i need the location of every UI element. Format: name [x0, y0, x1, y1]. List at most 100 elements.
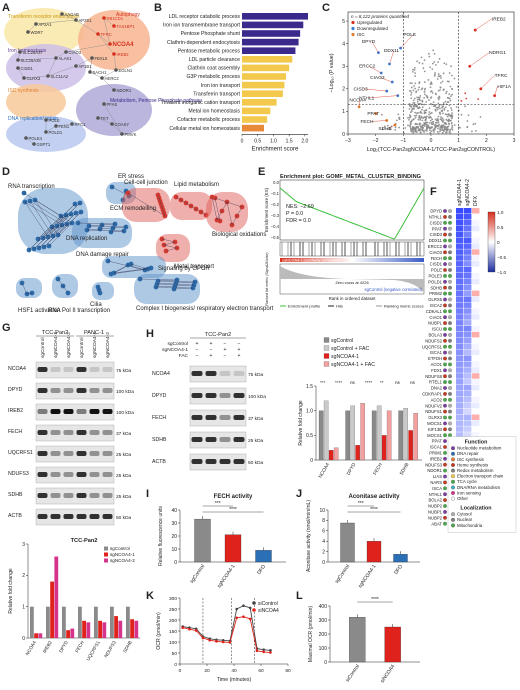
protein-point: [416, 126, 419, 129]
protein-point: [425, 109, 427, 112]
protein-point: [433, 53, 436, 55]
localization-dot: [448, 391, 452, 396]
significance-mark: ****: [370, 507, 378, 513]
function-dot: [443, 332, 447, 337]
protein-point: [419, 95, 422, 97]
heatmap-cell: [464, 255, 472, 261]
blot-band: [63, 514, 74, 519]
y-axis-title: Relative fold change: [8, 568, 14, 614]
color-scale: [487, 211, 496, 273]
function-dot: [443, 374, 447, 379]
enrichment-bar: [242, 116, 268, 123]
protein-point: [471, 130, 473, 133]
protein-point: [415, 130, 417, 132]
blot-strip: [35, 487, 115, 505]
legend-swatch: [104, 546, 108, 551]
gene-label: AP2A1: [39, 22, 53, 27]
blot-band: [233, 415, 245, 420]
localization-dot: [448, 215, 452, 219]
protein-point: [410, 106, 413, 108]
protein-point: [414, 72, 417, 75]
protein-point: [450, 127, 453, 130]
localization-dot: [448, 321, 452, 326]
protein-point: [440, 118, 443, 121]
function-dot: [443, 327, 447, 331]
y-tick-label: 1.0: [306, 408, 313, 414]
module-label: ER stress: [118, 174, 144, 180]
protein-point: [437, 106, 440, 109]
protein-point: [413, 102, 416, 104]
protein-label: PPAT: [367, 111, 379, 117]
blot-band: [37, 367, 48, 372]
protein-point: [410, 130, 413, 132]
x-tick-label: 0: [241, 138, 244, 144]
protein-point: [421, 129, 424, 132]
legend-entry: Enrichment profile: [288, 304, 321, 309]
protein-point: [427, 79, 430, 81]
panel-label-e: E: [258, 166, 266, 178]
protein-label: DPYD: [8, 387, 23, 393]
heatmap-cell: [456, 414, 464, 420]
heatmap-cell: [472, 208, 480, 214]
gene-node: [44, 130, 48, 134]
gene-node: [108, 42, 112, 46]
module-label: DNA replication: [66, 236, 107, 242]
protein-point: [442, 105, 444, 108]
module-edge: [33, 213, 72, 250]
localization-swatch: [451, 512, 455, 517]
heatmap-gene-label: NDUFS3: [425, 462, 442, 467]
protein-point: [418, 61, 421, 64]
protein-point: [440, 77, 442, 79]
heatmap-cell: [464, 408, 472, 415]
gene-node: [114, 68, 118, 72]
module-edge: [156, 282, 177, 285]
heatmap-cell: [464, 337, 472, 344]
function-dot: [443, 439, 447, 444]
heatmap-gene-label: NTHL1: [429, 492, 443, 497]
condition-sign: +: [210, 353, 213, 359]
y-tick-label: 4: [322, 539, 325, 545]
labeled-protein: [390, 80, 394, 84]
localization-dot: [448, 409, 452, 414]
localization-dot: [448, 291, 452, 296]
protein-point: [411, 70, 414, 73]
blot-band: [233, 371, 245, 376]
category-label: siControl: [345, 664, 361, 684]
condition-sign: −: [196, 353, 199, 359]
blot-band: [219, 393, 231, 398]
protein-point: [447, 101, 450, 103]
protein-label: SDHB: [152, 437, 167, 443]
bar: [403, 408, 409, 461]
function-legend-entry: Iron sensing: [457, 490, 481, 495]
bar: [110, 606, 114, 638]
module-label: Cell-cell junction: [124, 180, 168, 186]
ocr-point: [228, 641, 232, 644]
es-tick: −0.2: [271, 202, 280, 207]
function-dot: [443, 515, 447, 520]
protein-label: SDHB: [378, 126, 391, 132]
heatmap-cell: [464, 249, 472, 255]
protein-point: [424, 129, 426, 132]
bar: [194, 518, 211, 563]
localization-dot: [448, 226, 452, 231]
protein-point: [453, 77, 456, 80]
function-dot: [443, 232, 447, 237]
protein-point: [432, 120, 434, 123]
heatmap-gene-label: CIAO1: [429, 315, 442, 320]
localization-dot: [448, 327, 452, 331]
protein-point: [421, 106, 424, 109]
blot-band: [37, 409, 48, 414]
blot-band: [63, 430, 74, 435]
metric-axis-title: Ranked list metric (Signal2Noise): [265, 252, 269, 305]
legend-entry: Ranking metric scores: [384, 304, 424, 309]
protein-point: [439, 89, 441, 91]
protein-point: [438, 104, 441, 106]
heatmap-cell: [464, 396, 472, 403]
blot-band: [89, 367, 100, 372]
protein-point: [412, 128, 414, 131]
module-edge: [226, 201, 233, 226]
heatmap-cell: [456, 261, 464, 267]
condition-sign: +: [238, 353, 241, 359]
protein-point: [429, 66, 431, 69]
protein-label: NDRG1: [489, 50, 506, 56]
